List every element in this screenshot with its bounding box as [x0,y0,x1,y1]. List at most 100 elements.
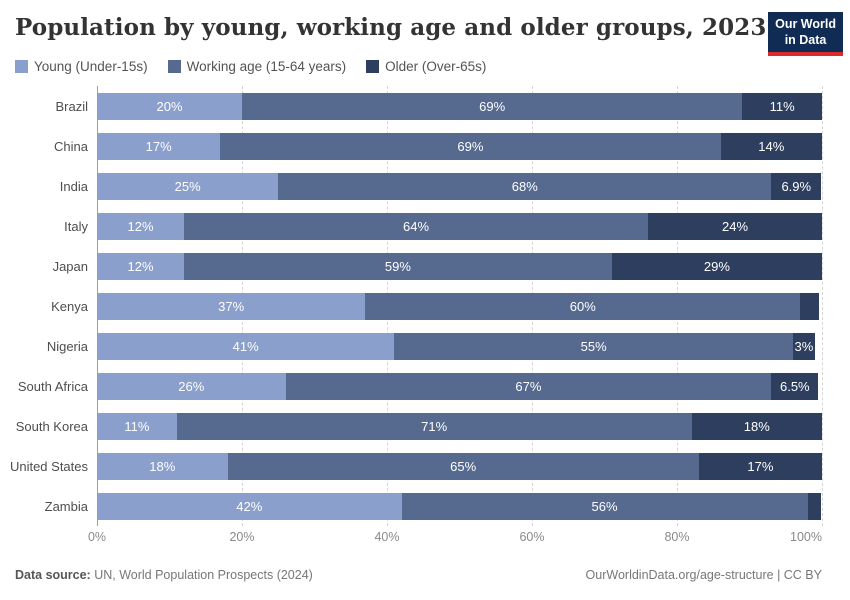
table-row: 41% 55% 3% [97,326,822,366]
country-label[interactable]: Nigeria [46,338,88,354]
legend-swatch-icon [366,60,380,73]
bar-value-label: 42% [236,498,263,514]
bar-value-label: 59% [384,258,411,274]
country-label[interactable]: China [54,138,88,154]
legend-swatch-icon [167,60,181,73]
country-label[interactable]: Kenya [51,298,88,314]
bar-segment-older[interactable] [800,292,820,320]
bar-value-label: 26% [178,378,205,394]
stacked-bar-chart: Brazil China India Italy Japan Kenya Nigeria So… [9,86,823,548]
bar-value-label: 20% [156,98,183,114]
x-axis-tick-label: 0% [87,530,107,544]
stacked-bar: 17% 69% 14% [97,132,822,160]
country-label[interactable]: Italy [64,218,88,234]
bar-segment-older[interactable]: 24% [648,212,822,240]
bar-value-label: 56% [591,498,618,514]
bar-segment-older[interactable]: 6.9% [771,172,822,200]
bar-value-label: 64% [402,218,430,234]
bar-segment-working-age[interactable]: 69% [220,132,721,160]
owid-logo[interactable]: Our World in Data [768,12,843,57]
data-source-label: Data source: [15,568,91,582]
bar-segment-working-age[interactable]: 67% [285,372,772,400]
credit-link[interactable]: OurWorldinData.org/age-structure | CC BY [585,568,822,582]
bar-segment-working-age[interactable]: 71% [176,412,692,440]
bar-segment-young[interactable]: 17% [97,132,221,160]
stacked-bar: 37% 60% [97,292,822,320]
stacked-bar: 12% 59% 29% [97,252,822,280]
bar-segment-young[interactable]: 11% [97,412,177,440]
bar-segment-working-age[interactable]: 65% [227,452,699,480]
bar-value-label: 14% [758,138,785,154]
legend-swatch-icon [15,60,28,73]
bar-value-label: 55% [580,338,607,354]
table-row: 18% 65% 17% [97,446,822,486]
plot-wrap: Brazil China India Italy Japan Kenya Nigeria So… [9,86,823,526]
bar-segment-young[interactable]: 12% [97,252,184,280]
x-axis: 0% 20% 40% 60% 80% 100% [88,528,822,548]
bar-value-label: 3% [794,338,814,354]
bar-value-label: 18% [149,458,176,474]
bar-value-label: 24% [721,218,749,234]
bar-value-label: 71% [421,418,448,434]
bar-value-label: 18% [743,418,770,434]
owid-logo-line2: in Data [784,32,827,47]
data-source-text: UN, World Population Prospects (2024) [90,568,313,582]
legend-item-older[interactable]: Older (Over-65s) [366,59,486,74]
country-label[interactable]: South Korea [15,418,88,434]
legend-item-young[interactable]: Young (Under-15s) [15,59,148,74]
chart-footer: Data source: UN, World Population Prospe… [15,568,822,582]
bar-value-label: 41% [232,338,259,354]
bar-value-label: 11% [124,418,150,434]
x-axis-tick-label: 60% [519,530,545,544]
table-row: 17% 69% 14% [97,126,822,166]
country-label[interactable]: Japan [52,258,88,274]
bar-segment-working-age[interactable]: 64% [184,212,648,240]
data-source-note: Data source: UN, World Population Prospe… [15,568,313,582]
table-row: 25% 68% 6.9% [97,166,822,206]
bar-segment-working-age[interactable]: 69% [242,92,743,120]
bar-segment-young[interactable]: 18% [97,452,228,480]
bar-value-label: 12% [127,258,154,274]
country-label[interactable]: Brazil [55,98,88,114]
bar-segment-older[interactable] [807,492,821,520]
country-label[interactable]: Zambia [44,498,88,514]
bar-segment-older[interactable]: 11% [742,92,822,120]
bar-segment-working-age[interactable]: 56% [401,492,808,520]
bar-segment-young[interactable]: 41% [97,332,395,360]
bar-segment-working-age[interactable]: 55% [394,332,793,360]
stacked-bar: 41% 55% 3% [97,332,822,360]
bar-segment-older[interactable]: 14% [720,132,822,160]
bar-segment-young[interactable]: 37% [97,292,366,320]
stacked-bar: 18% 65% 17% [97,452,822,480]
country-label[interactable]: United States [9,458,88,474]
bar-segment-working-age[interactable]: 59% [184,252,612,280]
bar-segment-older[interactable]: 6.5% [771,372,819,400]
bar-segment-young[interactable]: 42% [97,492,402,520]
bar-segment-young[interactable]: 20% [97,92,242,120]
table-row: 11% 71% 18% [97,406,822,446]
bar-value-label: 29% [703,258,730,274]
stacked-bar: 25% 68% 6.9% [97,172,822,200]
bar-segment-young[interactable]: 12% [97,212,184,240]
bar-segment-working-age[interactable]: 68% [278,172,772,200]
bar-segment-young[interactable]: 25% [97,172,279,200]
bar-segment-working-age[interactable]: 60% [365,292,801,320]
stacked-bar: 26% 67% 6.5% [97,372,822,400]
bar-segment-older[interactable]: 3% [793,332,815,360]
page-title: Population by young, working age and old… [15,14,767,41]
bar-value-label: 65% [450,458,477,474]
country-labels-column: Brazil China India Italy Japan Kenya Nigeria So… [9,86,97,526]
legend-item-working-age[interactable]: Working age (15-64 years) [167,59,346,74]
country-label[interactable]: India [59,178,88,194]
bar-segment-young[interactable]: 26% [97,372,286,400]
country-label[interactable]: South Africa [17,378,88,394]
bar-segment-older[interactable]: 17% [698,452,822,480]
stacked-bar: 42% 56% [97,492,822,520]
bar-segment-older[interactable]: 18% [691,412,822,440]
x-axis-tick-label: 100% [790,530,822,544]
bar-value-label: 12% [127,218,154,234]
bar-segment-older[interactable]: 29% [611,252,822,280]
owid-logo-line1: Our World [775,17,836,31]
stacked-bar: 20% 69% 11% [97,92,822,120]
x-axis-tick-label: 20% [229,530,255,544]
